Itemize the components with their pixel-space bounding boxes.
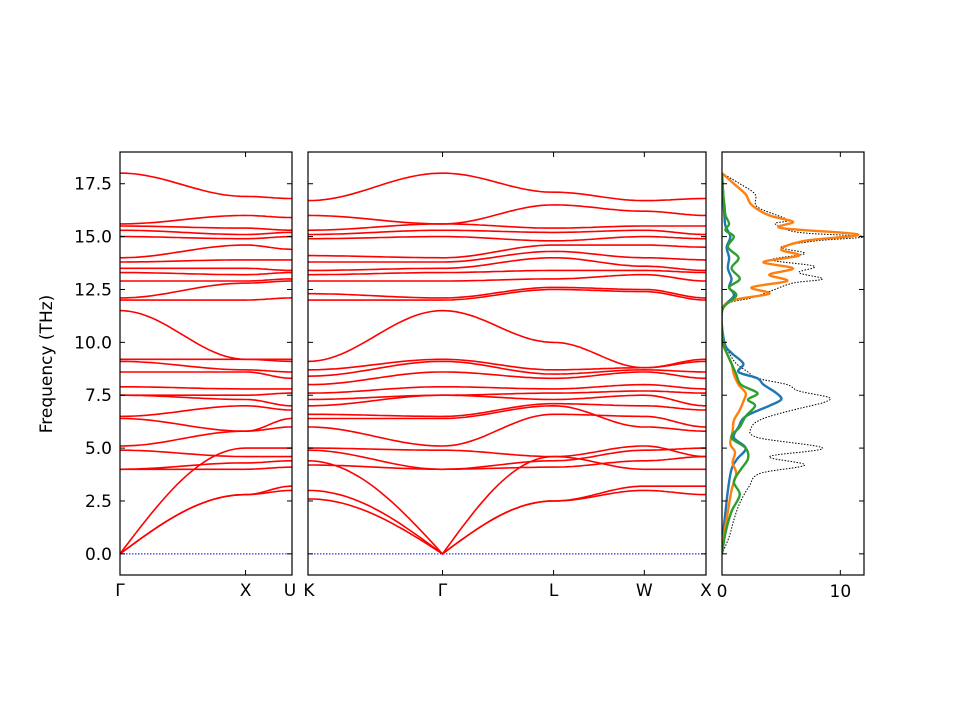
phonon-band-0-13: [120, 360, 292, 373]
phonon-band-1-5: [308, 445, 706, 458]
phonon-band-0-18: [120, 278, 292, 282]
phonon-band-0-9: [120, 394, 292, 407]
phonon-band-0-24: [120, 229, 292, 236]
y-tick-label: 0.0: [85, 545, 112, 565]
phonon-band-1-19: [308, 269, 706, 276]
phonon-band-1-21: [308, 250, 706, 263]
dos-panel: 0 10: [717, 151, 865, 602]
phonon-band-0-26: [120, 214, 292, 225]
phonon-band-1-15: [308, 309, 706, 369]
phonon-band-1-9: [308, 394, 706, 407]
phonon-band-0-3: [120, 460, 292, 471]
band-panel-gamma-x: 0.0 2.5 5.0 7.5 10.0 12.5 15.0 17.5 Γ X U: [74, 151, 296, 601]
y-tick-label: 15.0: [74, 228, 112, 248]
phonon-band-0-4: [120, 466, 292, 471]
phonon-band-0-7: [120, 417, 292, 433]
phonon-band-0-22: [120, 244, 292, 259]
x-tick-label-3: W: [636, 581, 653, 601]
phonon-band-0-23: [120, 235, 292, 240]
phonon-band-1-4: [308, 447, 706, 471]
x-tick-label-0: Γ: [115, 581, 125, 601]
phonon-band-1-0: [308, 489, 706, 555]
phonon-band-1-3: [308, 455, 706, 471]
phonon-band-0-2: [120, 447, 292, 555]
y-tick-label: 5.0: [85, 439, 112, 459]
x-tick-label-0: K: [303, 581, 315, 601]
dos-panel-frame: [721, 151, 865, 576]
phonon-band-1-13: [308, 360, 706, 377]
phonon-band-0-8: [120, 405, 292, 418]
dos-x-tick-label: 0: [717, 582, 728, 602]
phonon-band-0-6: [120, 426, 292, 447]
x-tick-label-2: U: [284, 581, 296, 601]
phonon-band-1-6: [308, 413, 706, 447]
phonon-band-1-10: [308, 390, 706, 401]
phonon-band-0-15: [120, 309, 292, 361]
phonon-band-1-25: [308, 223, 706, 232]
phonon-band-0-27: [120, 172, 292, 200]
phonon-band-1-23: [308, 235, 706, 242]
phonon-band-0-25: [120, 225, 292, 232]
phonon-band-0-17: [120, 280, 292, 299]
phonon-band-1-24: [308, 229, 706, 236]
phonon-band-0-11: [120, 386, 292, 390]
phonon-band-1-20: [308, 257, 706, 272]
phonon-band-1-27: [308, 172, 706, 202]
y-tick-label: 12.5: [74, 280, 112, 300]
phonon-band-0-5: [120, 449, 292, 458]
band-panel-frame: [307, 151, 707, 576]
x-tick-label-4: X: [700, 581, 712, 601]
phonon-band-0-19: [120, 271, 292, 276]
phonon-band-1-12: [308, 371, 706, 386]
y-tick-label: 17.5: [74, 175, 112, 195]
dos-curve-0: [722, 172, 864, 555]
phonon-band-1-26: [308, 204, 706, 225]
phonon-band-0-16: [120, 297, 292, 301]
phonon-band-1-17: [308, 286, 706, 299]
x-tick-label-1: Γ: [438, 581, 448, 601]
y-tick-label: 2.5: [85, 492, 112, 512]
phonon-band-0-12: [120, 371, 292, 380]
phonon-band-1-11: [308, 383, 706, 394]
band-panel-frame: [119, 151, 293, 576]
x-tick-label-1: X: [240, 581, 252, 601]
phonon-band-0-20: [120, 267, 292, 272]
dos-curve-3: [722, 173, 759, 555]
phonon-band-1-7: [308, 404, 706, 432]
phonon-band-0-10: [120, 392, 292, 396]
y-tick-label: 7.5: [85, 386, 112, 406]
phonon-band-0-21: [120, 259, 292, 263]
phonon-band-0-1: [120, 489, 292, 555]
phonon-band-1-18: [308, 273, 706, 282]
phonon-band-1-16: [308, 288, 706, 301]
y-axis-label: Frequency (THz): [37, 295, 57, 434]
phonon-band-1-1: [308, 485, 706, 555]
phonon-band-1-22: [308, 244, 706, 259]
x-tick-label-2: L: [549, 581, 559, 601]
dos-curve-2: [722, 172, 860, 555]
phonon-band-1-8: [308, 402, 706, 418]
y-tick-label: 10.0: [74, 333, 112, 353]
dos-x-tick-label: 10: [830, 582, 852, 602]
